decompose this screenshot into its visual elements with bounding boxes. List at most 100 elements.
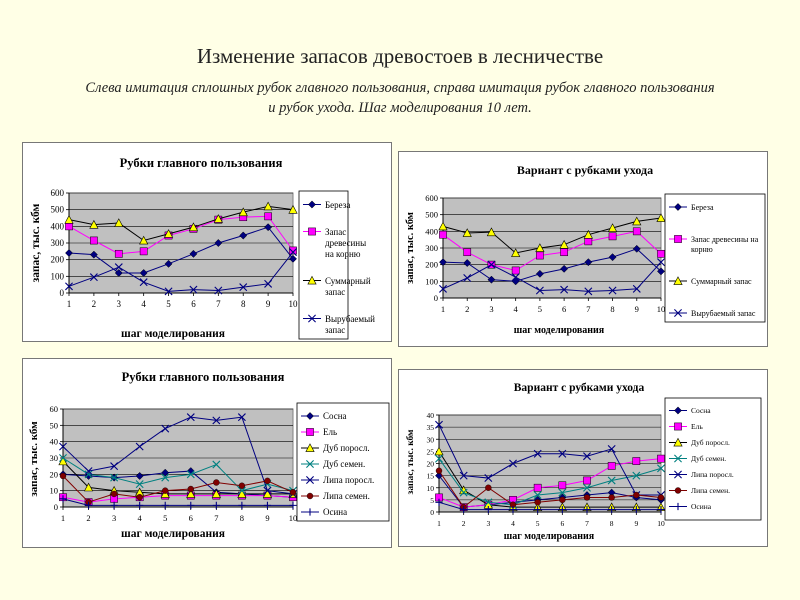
data-point <box>560 285 569 294</box>
legend-label: Липа поросл. <box>691 470 734 479</box>
legend-label-line: Сосна <box>691 406 711 415</box>
data-point <box>608 253 617 262</box>
data-point <box>509 459 517 468</box>
data-point <box>264 477 271 485</box>
legend-item: Ель <box>669 422 703 431</box>
legend-item: Дуб поросл. <box>669 437 730 447</box>
data-point <box>559 496 566 504</box>
data-point <box>435 467 443 474</box>
x-tick-label: 1 <box>61 513 65 523</box>
x-tick-label: 1 <box>67 299 72 309</box>
data-point <box>161 501 169 509</box>
series-line <box>62 498 293 506</box>
data-point <box>511 266 520 275</box>
chart-svg: Вариант с рубками ухода05101520253035401… <box>405 382 762 542</box>
legend-marker <box>306 460 314 468</box>
series-line <box>68 205 294 242</box>
data-point <box>484 498 493 507</box>
data-point <box>633 491 640 499</box>
data-point <box>64 214 74 224</box>
slide-title: Изменение запасов древостоев в лесничест… <box>196 44 604 68</box>
legend-marker <box>674 235 682 243</box>
data-point <box>463 259 472 267</box>
data-point <box>289 489 297 496</box>
data-point <box>535 243 545 252</box>
legend-box <box>298 190 349 340</box>
data-point <box>188 222 199 232</box>
y-tick-label: 10 <box>50 486 59 496</box>
data-point <box>657 464 665 473</box>
data-point <box>237 489 247 498</box>
data-point <box>289 246 297 255</box>
data-point <box>59 442 67 451</box>
data-point <box>511 273 520 282</box>
x-tick-label: 7 <box>214 513 218 523</box>
data-point <box>211 489 221 498</box>
y-tick-label: 20 <box>50 469 59 479</box>
data-point <box>536 251 544 260</box>
y-tick-label: 40 <box>50 437 59 447</box>
legend-marker <box>306 508 314 516</box>
y-tick-label: 40 <box>427 411 435 420</box>
data-point <box>484 474 493 483</box>
data-point <box>632 244 641 253</box>
data-point <box>238 501 246 509</box>
data-point <box>110 462 119 471</box>
data-point <box>632 505 640 514</box>
x-tick-label: 9 <box>635 304 639 314</box>
data-point <box>657 494 665 501</box>
series-line <box>442 230 662 272</box>
data-point <box>533 491 542 500</box>
legend-marker <box>674 470 682 479</box>
x-tick-label: 5 <box>536 519 540 528</box>
legend-label: Липа семен. <box>691 486 730 495</box>
legend-item: Сосна <box>301 411 347 421</box>
data-point <box>162 487 169 494</box>
legend-item: Береза <box>669 203 714 212</box>
data-point <box>89 273 98 282</box>
data-point <box>632 227 641 236</box>
series-2 <box>439 227 665 275</box>
x-tick-label: 9 <box>266 299 271 309</box>
data-point <box>484 505 492 514</box>
data-point <box>189 285 198 294</box>
legend-label: Дуб поросл. <box>323 443 370 453</box>
data-point <box>238 482 246 489</box>
chart-panel-bottom-right: Вариант с рубками ухода 0 5 10 15 20 25 30 35 40 1… <box>398 369 768 547</box>
x-tick-label: 3 <box>112 513 116 523</box>
data-point <box>560 264 569 273</box>
data-point <box>263 201 273 211</box>
data-point <box>213 479 220 486</box>
y-tick-label: 0 <box>54 502 58 512</box>
x-tick-label: 8 <box>610 519 614 528</box>
x-tick-label: 8 <box>240 513 244 523</box>
data-point <box>84 470 93 479</box>
legend-label: Осина <box>691 502 712 511</box>
y-tick-label: 600 <box>425 193 438 203</box>
y-axis-label: запас, тыс. кбм <box>30 204 42 283</box>
legend-label-line: Вырубаемый <box>325 314 375 324</box>
legend-label-line: Суммарный запас <box>691 277 752 286</box>
legend-label: Липа поросл. <box>323 475 374 485</box>
series-line <box>62 416 294 495</box>
legend-label: Дуб семен. <box>323 459 365 469</box>
x-tick-label: 6 <box>560 519 564 528</box>
series-line <box>62 457 294 492</box>
data-point <box>583 505 591 514</box>
legend-item: Запас древесины на корню <box>669 235 759 254</box>
legend-marker <box>306 492 314 500</box>
data-point <box>186 413 195 422</box>
y-tick-label: 500 <box>51 205 65 215</box>
legend-label: Липа семен. <box>323 491 370 501</box>
legend-label: Суммарный запас <box>325 276 371 297</box>
x-tick-label: 2 <box>92 299 97 309</box>
data-point <box>558 481 567 490</box>
series-line <box>438 470 662 508</box>
x-axis-label: шаг моделирования <box>504 531 595 542</box>
chart-svg: Рубки главного пользования 0 100 200 300 400 5… <box>30 156 375 340</box>
x-tick-label: 7 <box>585 519 589 528</box>
legend-marker <box>674 502 682 511</box>
data-point <box>533 483 542 492</box>
legend-item: Вырубаемый запас <box>669 309 756 318</box>
